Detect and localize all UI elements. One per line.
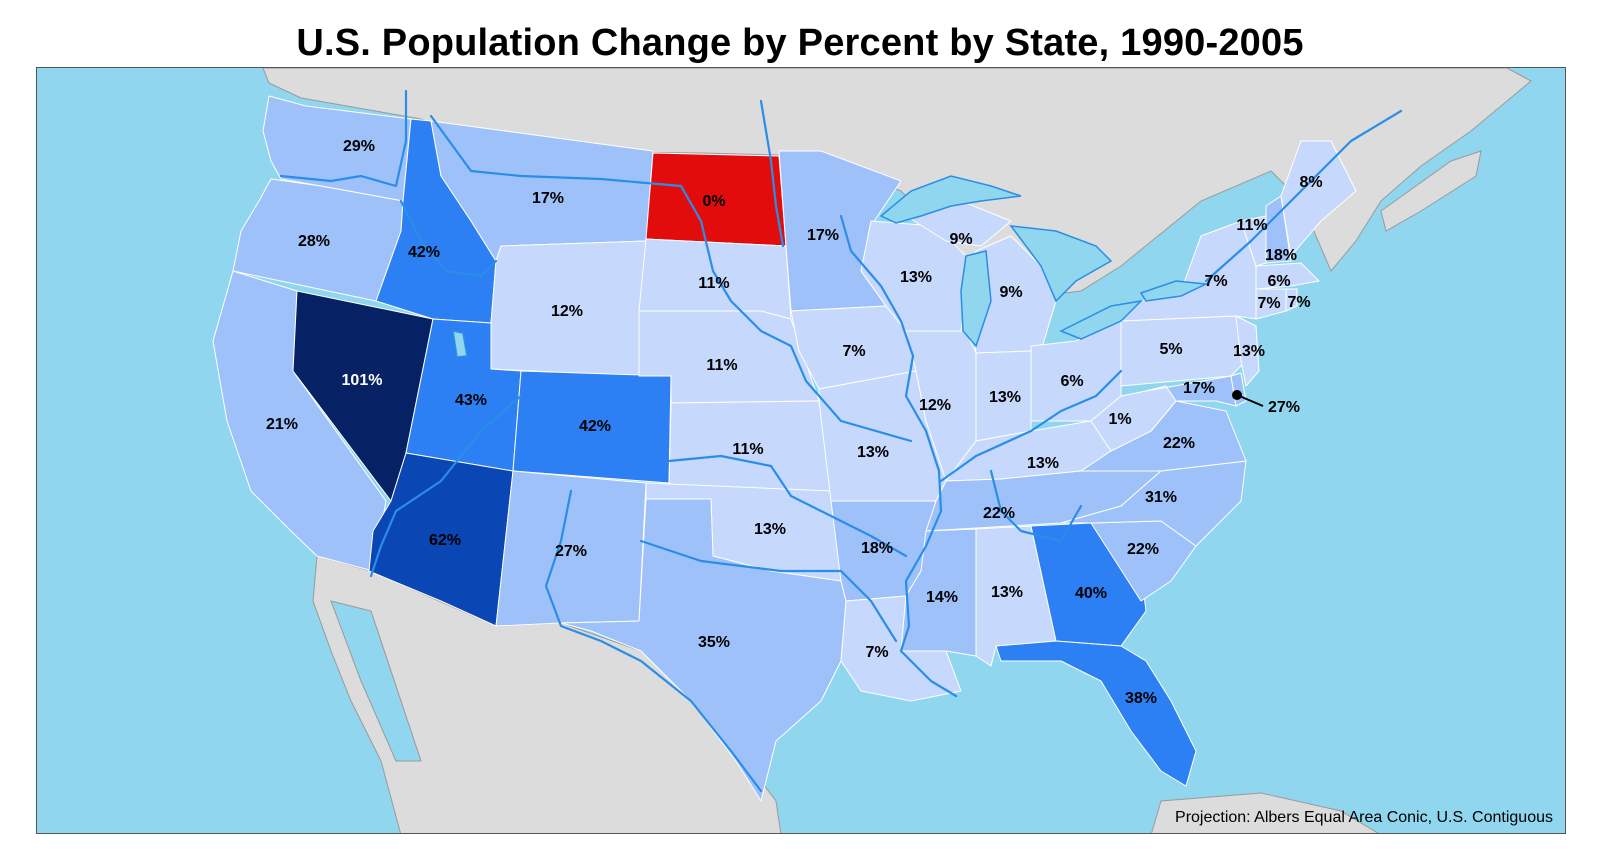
label-me: 8%: [1299, 174, 1322, 191]
label-mt: 17%: [532, 190, 564, 207]
label-ct: 7%: [1257, 295, 1280, 312]
label-fl: 38%: [1125, 690, 1157, 707]
callout-line: [1236, 394, 1264, 407]
label-al: 13%: [991, 584, 1023, 601]
label-ar: 18%: [861, 540, 893, 557]
delaware-callout: [1232, 390, 1264, 407]
label-ia: 7%: [842, 343, 865, 360]
gulf-of-california: [330, 600, 422, 762]
lake-michigan: [960, 250, 992, 348]
rio-grande: [544, 489, 763, 793]
label-nj: 13%: [1233, 343, 1265, 360]
label-ne: 11%: [706, 357, 737, 374]
rivers: [279, 89, 1403, 793]
label-va: 22%: [1163, 435, 1195, 452]
us-map: 29% 28% 21% 101% 42% 17% 12% 43% 42% 62%…: [37, 68, 1565, 833]
label-tn: 22%: [983, 505, 1015, 522]
label-or: 28%: [298, 233, 330, 250]
map-title: U.S. Population Change by Percent by Sta…: [296, 22, 1304, 64]
nova-scotia-landmass: [1380, 150, 1482, 232]
label-ks: 11%: [732, 441, 763, 458]
label-de: 27%: [1268, 399, 1300, 416]
label-sd: 11%: [698, 275, 729, 292]
label-nh: 18%: [1265, 247, 1297, 264]
label-mi: 9%: [999, 284, 1022, 301]
st-lawrence-river: [1204, 109, 1403, 283]
label-tx: 35%: [698, 634, 730, 651]
snake-river: [399, 199, 498, 278]
label-in: 13%: [989, 389, 1021, 406]
label-wv: 1%: [1108, 411, 1131, 428]
label-mi-up: 9%: [949, 231, 972, 248]
label-il: 12%: [919, 397, 951, 414]
state-new-jersey[interactable]: [1235, 315, 1260, 387]
label-mo: 13%: [857, 444, 889, 461]
label-ms: 14%: [926, 589, 958, 606]
label-wa: 29%: [343, 138, 375, 155]
mississippi-river: [839, 214, 958, 698]
state-texas[interactable]: [560, 498, 847, 802]
arkansas-river: [667, 454, 908, 558]
columbia-river: [279, 89, 408, 188]
label-vt: 11%: [1236, 217, 1267, 234]
lake-superior: [879, 175, 1022, 224]
ohio-river: [939, 369, 1123, 483]
state-new-hampshire[interactable]: [1265, 195, 1292, 264]
state-massachusetts[interactable]: [1255, 262, 1320, 290]
label-nm: 27%: [555, 543, 587, 560]
label-ut: 43%: [455, 392, 487, 409]
label-ma: 6%: [1267, 273, 1290, 290]
red-river-north: [759, 99, 785, 248]
state-north-carolina[interactable]: [1060, 460, 1247, 547]
lake-ontario: [1139, 280, 1209, 302]
label-pa: 5%: [1159, 341, 1182, 358]
label-wi: 13%: [900, 269, 932, 286]
label-nv: 101%: [342, 372, 383, 389]
label-ga: 40%: [1075, 585, 1107, 602]
states-layer: [212, 95, 1357, 802]
lake-huron: [1009, 225, 1113, 303]
map-frame: 29% 28% 21% 101% 42% 17% 12% 43% 42% 62%…: [36, 67, 1566, 834]
label-ky: 13%: [1027, 455, 1059, 472]
missouri-river: [429, 114, 913, 443]
label-az: 62%: [429, 532, 461, 549]
label-nc: 31%: [1145, 489, 1177, 506]
label-co: 42%: [579, 418, 611, 435]
state-rhode-island[interactable]: [1285, 288, 1298, 312]
label-id: 42%: [408, 244, 440, 261]
state-florida[interactable]: [995, 640, 1197, 787]
label-wy: 12%: [551, 303, 583, 320]
red-river: [639, 539, 898, 643]
projection-credit: Projection: Albers Equal Area Conic, U.S…: [1175, 809, 1553, 826]
label-md: 17%: [1183, 380, 1215, 397]
label-ny: 7%: [1204, 273, 1227, 290]
great-lakes: [452, 175, 1209, 358]
label-la: 7%: [865, 644, 888, 661]
tennessee-river: [989, 469, 1083, 543]
cuba-landmass: [1151, 792, 1379, 833]
label-sc: 22%: [1127, 541, 1159, 558]
state-pennsylvania[interactable]: [1120, 315, 1247, 387]
state-maine[interactable]: [1280, 140, 1357, 257]
label-nd: 0%: [702, 193, 725, 210]
label-ca: 21%: [266, 416, 298, 433]
label-ok: 13%: [754, 521, 786, 538]
label-mn: 17%: [807, 227, 839, 244]
label-oh: 6%: [1060, 373, 1083, 390]
label-ri: 7%: [1287, 294, 1310, 311]
colorado-river: [369, 394, 523, 578]
state-labels: 29% 28% 21% 101% 42% 17% 12% 43% 42% 62%…: [266, 138, 1323, 707]
lake-erie: [1059, 299, 1144, 340]
great-salt-lake: [452, 330, 468, 358]
